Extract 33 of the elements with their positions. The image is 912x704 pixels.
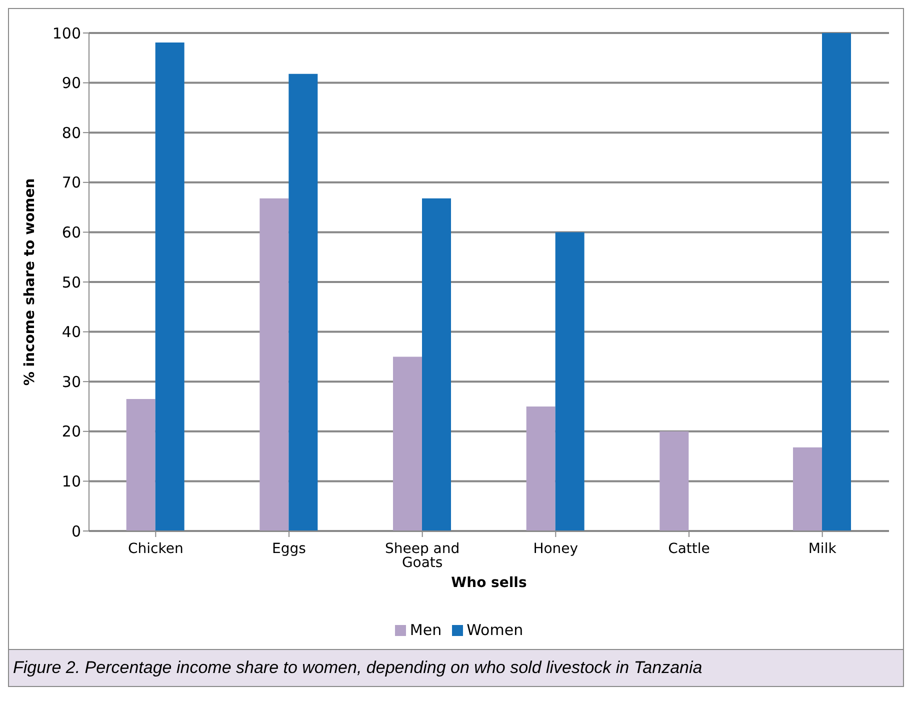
bar	[260, 198, 289, 531]
bar	[422, 198, 451, 531]
bar	[155, 42, 184, 531]
x-tick-label: Honey	[533, 540, 578, 557]
bar	[555, 232, 584, 531]
legend-label: Men	[410, 621, 442, 639]
y-axis-title: % income share to women	[22, 178, 38, 386]
bar	[526, 406, 556, 531]
x-tick-label: Cattle	[668, 540, 710, 557]
y-tick-label: 80	[62, 124, 81, 142]
y-tick-label: 60	[62, 224, 81, 242]
bar	[793, 447, 822, 531]
y-tick-label: 0	[71, 522, 81, 540]
caption: Figure 2. Percentage income share to women, depending on who sold livestock in Tanzania	[9, 649, 903, 686]
y-tick-label: 40	[62, 323, 81, 342]
bar	[393, 356, 422, 531]
bar	[126, 399, 156, 531]
legend-label: Women	[466, 621, 524, 639]
y-tick-label: 50	[62, 273, 81, 292]
bar	[660, 431, 689, 531]
y-tick-label: 30	[62, 372, 81, 391]
bar	[288, 74, 318, 531]
y-tick-label: 20	[62, 422, 81, 441]
x-tick-label: Sheep and Goats	[384, 540, 460, 571]
y-tick-label: 100	[52, 24, 81, 42]
x-tick-label: Chicken	[128, 540, 184, 557]
bar	[822, 33, 851, 531]
y-tick-label: 70	[62, 174, 81, 192]
x-tick-label: Eggs	[272, 540, 306, 557]
x-axis-title: Who sells	[451, 575, 527, 591]
y-tick-label: 90	[62, 74, 81, 92]
x-tick-label: Milk	[808, 540, 838, 557]
y-tick-label: 10	[62, 472, 81, 491]
